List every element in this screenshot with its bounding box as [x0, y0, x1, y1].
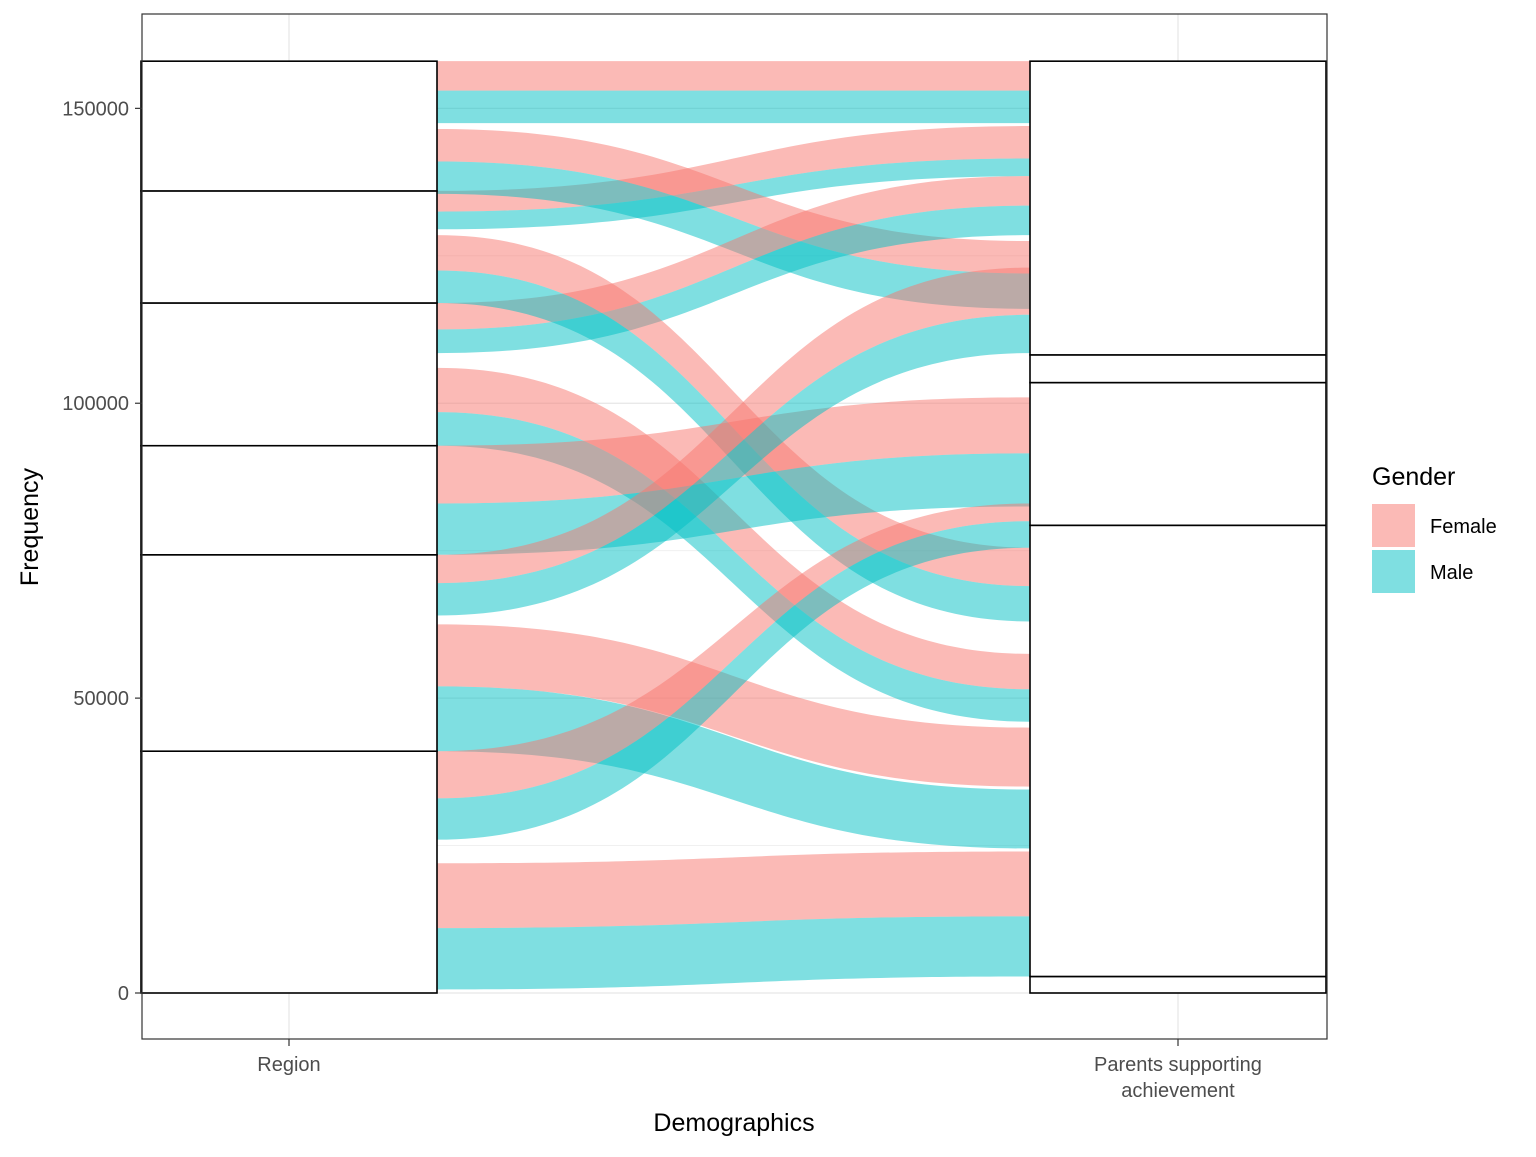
strata-layer [140, 60, 1327, 994]
flow-female [437, 235, 1030, 587]
legend-title: Gender [1372, 463, 1455, 491]
flow-female [437, 851, 1030, 929]
panel-border [141, 13, 1328, 1040]
flow-male [437, 916, 1030, 990]
legend-key-male [1372, 550, 1415, 593]
y-tick-label: 0 [118, 983, 129, 1005]
stratum-box [1029, 975, 1327, 994]
flow-female [437, 503, 1030, 799]
y-axis-title: Frequency [16, 467, 44, 586]
flow-male [437, 314, 1030, 616]
flow-male [437, 161, 1030, 309]
legend-label-male: Male [1430, 562, 1473, 584]
stratum-box [140, 190, 438, 304]
stratum-box [140, 60, 438, 192]
flow-male [437, 412, 1030, 722]
axis-layer: 0 50000 100000 150000 Region Parents supporti… [62, 98, 1262, 1102]
flow-layer [437, 61, 1030, 990]
x-tick-label: Region [257, 1054, 320, 1076]
y-tick-label: 100000 [62, 393, 129, 415]
y-tick-label: 150000 [62, 98, 129, 120]
flow-female [437, 267, 1030, 584]
x-tick-label: Parents supporting achievement [1094, 1054, 1262, 1102]
flow-male [437, 521, 1030, 840]
legend-label-female: Female [1430, 516, 1497, 538]
stratum-box [1029, 60, 1327, 356]
flow-male [437, 205, 1030, 354]
flow-female [437, 61, 1030, 91]
stratum-box [140, 444, 438, 556]
stratum-box [1029, 524, 1327, 978]
stratum-box [1029, 381, 1327, 527]
x-axis-title: Demographics [653, 1109, 814, 1137]
legend-key-female [1372, 504, 1415, 547]
stratum-box [1029, 354, 1327, 384]
y-tick-label: 50000 [73, 688, 129, 710]
stratum-box [140, 750, 438, 994]
flow-female [437, 624, 1030, 787]
stratum-box [140, 554, 438, 752]
stratum-box [140, 302, 438, 447]
flow-male [437, 90, 1030, 124]
legend: Gender Female Male [1372, 463, 1497, 593]
legend-items: Female Male [1372, 504, 1497, 593]
